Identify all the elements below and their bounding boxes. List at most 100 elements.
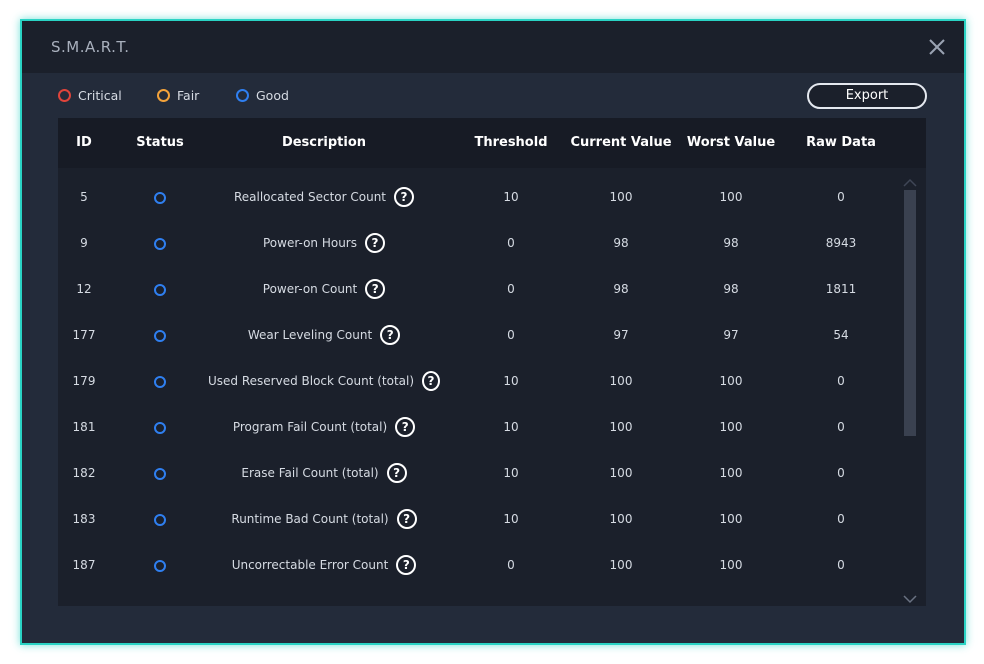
close-icon	[929, 39, 945, 55]
description-text: Uncorrectable Error Count	[231, 558, 389, 572]
table-row: 182 Erase Fail Count (total)? 10 100 100 0	[58, 450, 898, 496]
cell-raw-data: 0	[837, 512, 845, 526]
help-icon[interactable]: ?	[396, 509, 417, 529]
table-row: 12 Power-on Count? 0 98 98 1811	[58, 266, 898, 312]
scroll-up-button[interactable]	[902, 174, 918, 187]
cell-id: 187	[72, 558, 96, 572]
table-row: 9 Power-on Hours? 0 98 98 8943	[58, 220, 898, 266]
description-text: Power-on Count	[262, 282, 358, 296]
description-text: Wear Leveling Count	[247, 328, 373, 342]
cell-threshold: 0	[507, 558, 515, 572]
good-status-icon	[154, 514, 166, 526]
cell-threshold: 10	[503, 190, 519, 204]
cell-current-value: 100	[609, 420, 633, 434]
cell-raw-data: 0	[837, 420, 845, 434]
cell-raw-data: 0	[837, 466, 845, 480]
table-row: 183 Runtime Bad Count (total)? 10 100 100 0	[58, 496, 898, 542]
cell-description: Runtime Bad Count (total)?	[208, 496, 440, 542]
cell-id: 9	[80, 236, 88, 250]
cell-id: 5	[80, 190, 88, 204]
description-text: Program Fail Count (total)	[232, 420, 388, 434]
description-text: Reallocated Sector Count	[233, 190, 387, 204]
cell-current-value: 100	[609, 512, 633, 526]
good-status-icon	[154, 192, 166, 204]
cell-threshold: 10	[503, 374, 519, 388]
cell-current-value: 100	[609, 374, 633, 388]
critical-status-icon	[58, 89, 71, 102]
cell-worst-value: 100	[719, 512, 743, 526]
help-icon[interactable]: ?	[394, 187, 415, 207]
cell-description: Program Fail Count (total)?	[208, 404, 440, 450]
cell-raw-data: 8943	[825, 236, 857, 250]
close-button[interactable]	[926, 36, 948, 58]
cell-description: Power-on Count?	[208, 266, 440, 312]
scrollbar-thumb[interactable]	[904, 190, 916, 436]
good-status-icon	[236, 89, 249, 102]
cell-raw-data: 1811	[825, 282, 857, 296]
good-status-icon	[154, 422, 166, 434]
export-button[interactable]: Export	[807, 83, 927, 109]
cell-threshold: 0	[507, 282, 515, 296]
cell-worst-value: 100	[719, 374, 743, 388]
legend-label: Good	[256, 88, 289, 103]
cell-description: Used Reserved Block Count (total)?	[208, 358, 440, 404]
help-icon[interactable]: ?	[380, 325, 401, 345]
cell-id: 182	[72, 466, 96, 480]
cell-worst-value: 98	[723, 282, 739, 296]
cell-threshold: 10	[503, 512, 519, 526]
cell-worst-value: 100	[719, 190, 743, 204]
cell-current-value: 100	[609, 558, 633, 572]
cell-raw-data: 0	[837, 558, 845, 572]
help-icon[interactable]: ?	[395, 417, 416, 437]
scroll-down-button[interactable]	[902, 590, 918, 604]
good-status-icon	[154, 376, 166, 388]
table-header: ID Status Description Threshold Current …	[58, 118, 926, 168]
cell-description: Power-on Hours?	[208, 220, 440, 266]
smart-table: ID Status Description Threshold Current …	[58, 118, 926, 606]
help-icon[interactable]: ?	[422, 371, 440, 391]
column-header-worst-value: Worst Value	[686, 135, 776, 150]
table-row: 181 Program Fail Count (total)? 10 100 100 0	[58, 404, 898, 450]
description-text: Runtime Bad Count (total)	[231, 512, 389, 526]
help-icon[interactable]: ?	[396, 555, 417, 575]
help-icon[interactable]: ?	[365, 279, 386, 299]
chevron-down-icon	[903, 595, 917, 604]
cell-current-value: 100	[609, 466, 633, 480]
good-status-icon	[154, 284, 166, 296]
table-row: 177 Wear Leveling Count? 0 97 97 54	[58, 312, 898, 358]
cell-current-value: 97	[613, 328, 629, 342]
fair-status-icon	[157, 89, 170, 102]
legend-label: Critical	[78, 88, 122, 103]
cell-raw-data: 0	[837, 374, 845, 388]
help-icon[interactable]: ?	[364, 233, 385, 253]
dialog-title: S.M.A.R.T.	[51, 38, 130, 56]
table-row: 179 Used Reserved Block Count (total)? 10 1…	[58, 358, 898, 404]
cell-id: 181	[72, 420, 96, 434]
cell-id: 177	[72, 328, 96, 342]
column-header-status: Status	[136, 135, 184, 150]
description-text: Used Reserved Block Count (total)	[208, 374, 415, 388]
title-bar: S.M.A.R.T.	[22, 21, 964, 73]
good-status-icon	[154, 330, 166, 342]
cell-description: Erase Fail Count (total)?	[208, 450, 440, 496]
description-text: Erase Fail Count (total)	[241, 466, 379, 480]
good-status-icon	[154, 560, 166, 572]
legend-fair: Fair	[157, 88, 199, 103]
cell-worst-value: 100	[719, 466, 743, 480]
table-row: 187 Uncorrectable Error Count? 0 100 100 0	[58, 542, 898, 588]
cell-description: Uncorrectable Error Count?	[208, 542, 440, 588]
cell-worst-value: 98	[723, 236, 739, 250]
cell-id: 183	[72, 512, 96, 526]
cell-raw-data: 0	[837, 190, 845, 204]
description-text: Power-on Hours	[263, 236, 357, 250]
cell-threshold: 10	[503, 420, 519, 434]
cell-worst-value: 100	[719, 558, 743, 572]
column-header-id: ID	[76, 135, 92, 150]
cell-current-value: 98	[613, 236, 629, 250]
cell-current-value: 100	[609, 190, 633, 204]
column-header-description: Description	[281, 135, 367, 150]
help-icon[interactable]: ?	[386, 463, 407, 483]
table-row: 5 Reallocated Sector Count? 10 100 100 0	[58, 174, 898, 220]
cell-worst-value: 97	[723, 328, 739, 342]
chevron-up-icon	[903, 178, 917, 187]
